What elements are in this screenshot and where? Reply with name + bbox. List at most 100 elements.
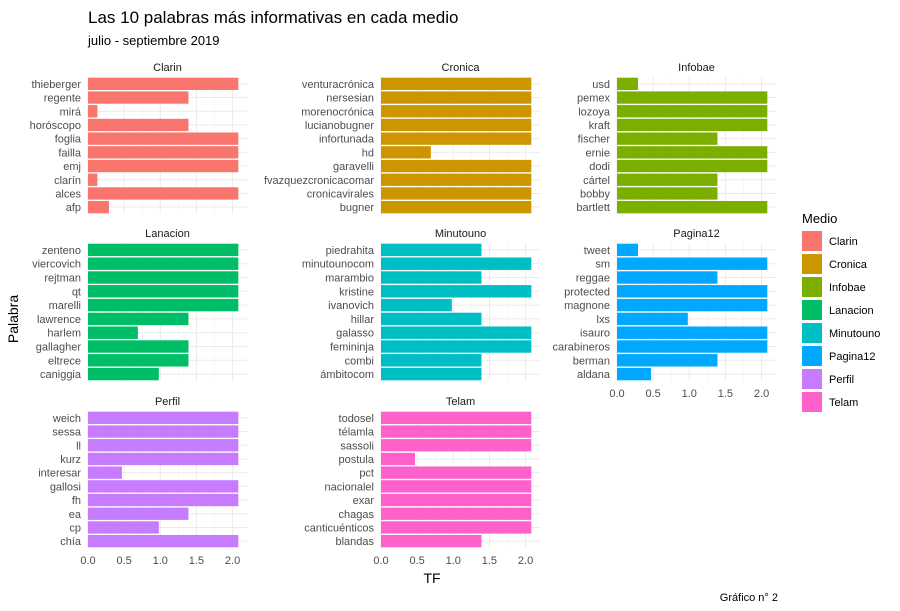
category-label: isauro <box>580 328 610 340</box>
bar <box>381 367 482 381</box>
category-label: canticuénticos <box>304 522 374 534</box>
bar <box>381 105 532 118</box>
category-label: bugner <box>340 202 375 214</box>
bar <box>88 77 239 91</box>
bar <box>381 200 532 214</box>
category-label: fh <box>72 495 81 507</box>
category-label: marelli <box>49 300 81 312</box>
legend-swatch <box>802 369 822 389</box>
legend-entry: Minutouno <box>829 328 880 340</box>
category-label: nersesian <box>326 93 374 105</box>
category-label: morenocrónica <box>301 106 375 118</box>
panel-strip-label: Pagina12 <box>673 228 720 240</box>
bar <box>617 354 718 367</box>
category-label: venturacrónica <box>302 79 375 91</box>
category-label: rejtman <box>44 273 81 285</box>
legend-swatch <box>802 254 822 274</box>
chart-title: Las 10 palabras más informativas en cada… <box>88 8 458 27</box>
category-label: carabineros <box>553 342 611 354</box>
category-label: reggae <box>576 273 610 285</box>
bar <box>88 285 239 298</box>
bar <box>88 91 189 104</box>
legend-entry: Clarin <box>829 236 858 248</box>
category-label: hillar <box>351 314 375 326</box>
bar <box>381 173 532 186</box>
bar <box>88 340 189 353</box>
y-axis-label: Palabra <box>5 295 21 343</box>
bar <box>88 439 239 452</box>
bar <box>88 105 98 118</box>
bar <box>88 271 239 284</box>
panel-cronica: Cronica venturacrónica nersesianmorenocrón… <box>264 62 540 214</box>
bar <box>88 534 239 548</box>
category-label: qt <box>72 286 81 298</box>
bar <box>88 367 159 381</box>
bar <box>88 146 239 159</box>
category-label: eltrece <box>48 355 81 367</box>
legend-title: Medio <box>802 211 837 226</box>
category-label: hd <box>362 147 374 159</box>
bar <box>88 173 98 186</box>
category-label: kristine <box>339 286 374 298</box>
bar <box>381 507 532 520</box>
category-label: lozoya <box>578 106 611 118</box>
category-label: blandas <box>335 536 374 548</box>
bar <box>381 187 532 200</box>
category-label: viercovich <box>32 259 81 271</box>
bar <box>88 243 239 257</box>
legend-swatch <box>802 231 822 251</box>
panel-strip-label: Telam <box>446 396 475 408</box>
bar <box>88 452 239 466</box>
x-tick-label: 0.0 <box>373 555 388 567</box>
bar <box>381 452 415 466</box>
bar <box>381 493 532 507</box>
category-label: cp <box>69 522 81 534</box>
bar <box>381 271 482 284</box>
bar <box>617 77 638 91</box>
legend-swatch <box>802 323 822 343</box>
category-label: caniggia <box>40 369 82 381</box>
x-tick-label: 1.5 <box>189 555 204 567</box>
bar <box>381 340 532 353</box>
x-tick-label: 2.0 <box>518 555 533 567</box>
legend-entry: Infobae <box>829 282 866 294</box>
category-label: regente <box>44 93 81 105</box>
category-label: weich <box>52 413 81 425</box>
panel-strip-label: Infobae <box>678 62 715 74</box>
category-label: kraft <box>589 120 610 132</box>
category-label: minutounocom <box>302 259 374 271</box>
category-label: télamla <box>339 427 375 439</box>
legend-swatch <box>802 346 822 366</box>
category-label: cártel <box>583 175 610 187</box>
panel-strip-label: Clarin <box>153 62 182 74</box>
category-label: ernie <box>586 147 610 159</box>
x-tick-label: 0.0 <box>80 555 95 567</box>
x-tick-label: 2.0 <box>754 388 769 400</box>
category-label: alces <box>55 188 81 200</box>
category-label: femininja <box>330 342 375 354</box>
legend-swatch <box>802 300 822 320</box>
category-label: ea <box>69 509 82 521</box>
bar <box>381 298 452 312</box>
legend-swatch <box>802 277 822 297</box>
category-label: nacionalel <box>324 481 374 493</box>
x-axis-label: TF <box>423 570 440 586</box>
x-tick-label: 1.0 <box>446 555 461 567</box>
bar <box>381 466 532 479</box>
bar <box>381 159 532 173</box>
category-label: chía <box>60 536 82 548</box>
bar <box>88 326 138 339</box>
bar <box>88 466 122 479</box>
chart-subtitle: julio - septiembre 2019 <box>87 33 220 48</box>
bar <box>617 146 768 159</box>
bar <box>88 507 189 520</box>
category-label: magnone <box>564 300 610 312</box>
category-label: protected <box>564 286 610 298</box>
bar <box>617 271 718 284</box>
category-label: pemex <box>577 93 611 105</box>
chart-caption: Gráfico n° 2 <box>720 592 778 604</box>
category-label: lxs <box>597 314 611 326</box>
